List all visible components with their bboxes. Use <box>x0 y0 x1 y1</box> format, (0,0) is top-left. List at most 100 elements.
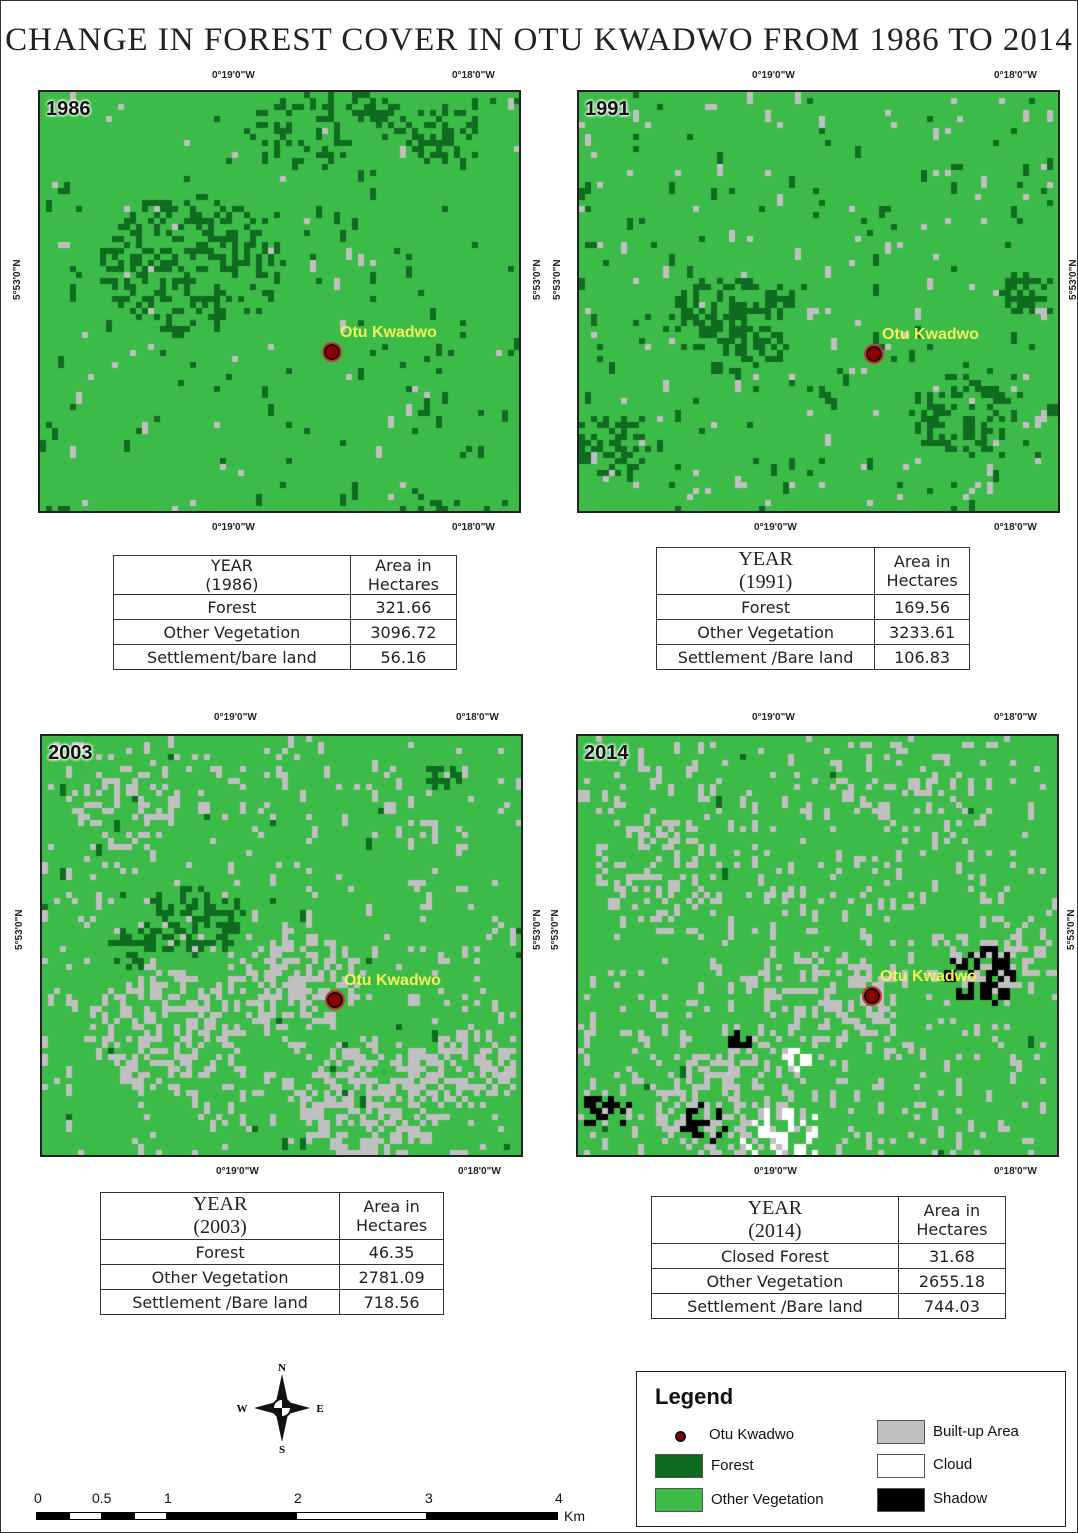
shadow-swatch <box>877 1488 925 1512</box>
scale-bar: 0 0.5 1 2 3 4 Km <box>34 1490 596 1530</box>
map-1991: 1991 Otu Kwadwo <box>577 90 1060 513</box>
header-area-2: Hectares <box>356 1216 428 1235</box>
year-label: 1986 <box>46 98 91 120</box>
area-table-2003: YEAR (2003) Area in Hectares Forest 46.35 O… <box>99 1192 444 1315</box>
year-label: 2014 <box>584 742 629 764</box>
lon-tick-right-bottom: 0°18'0"W <box>994 1166 1037 1177</box>
row-label: Settlement /Bare land <box>651 1293 899 1319</box>
header-area: Area in Hectares <box>349 555 458 595</box>
row-value: 2781.09 <box>339 1264 444 1290</box>
lon-tick-right-bottom: 0°18'0"W <box>452 522 495 533</box>
lon-tick-right-bottom: 0°18'0"W <box>994 522 1037 533</box>
legend-built-up: Built-up Area <box>933 1423 1019 1440</box>
compass-w: W <box>237 1403 248 1415</box>
year-label: 1991 <box>585 98 630 120</box>
map-1986: 1986 Otu Kwadwo <box>38 90 521 513</box>
place-label: Otu Kwadwo <box>340 324 437 341</box>
built-up-swatch <box>877 1420 925 1444</box>
lon-tick-right-top: 0°18'0"W <box>452 70 495 81</box>
place-label: Otu Kwadwo <box>344 972 441 989</box>
land-cover-raster <box>40 92 519 511</box>
header-year-value: (2003) <box>193 1216 247 1238</box>
lon-tick-right-top: 0°18'0"W <box>994 70 1037 81</box>
header-year: YEAR (1991) <box>655 547 876 595</box>
row-value: 3096.72 <box>349 619 458 645</box>
row-label: Other Vegetation <box>655 619 876 645</box>
row-value: 718.56 <box>339 1289 444 1315</box>
legend-cloud: Cloud <box>933 1456 973 1473</box>
compass-e: E <box>316 1403 323 1415</box>
lon-tick-left-bottom: 0°19'0"W <box>754 522 797 533</box>
place-label: Otu Kwadwo <box>882 326 979 343</box>
lat-tick-left: 5°53'0"N <box>552 259 563 300</box>
cloud-swatch <box>877 1454 925 1478</box>
header-area: Area in Hectares <box>339 1192 444 1240</box>
map-2003: 2003 Otu Kwadwo <box>40 734 523 1157</box>
scale-label: 2 <box>294 1490 302 1506</box>
row-label: Forest <box>113 594 351 620</box>
legend-title: Legend <box>655 1384 734 1409</box>
header-year-label: YEAR <box>210 556 253 575</box>
land-cover-raster <box>579 92 1058 511</box>
scale-segment <box>36 1512 71 1520</box>
lon-tick-left-bottom: 0°19'0"W <box>216 1166 259 1177</box>
place-marker <box>327 992 343 1008</box>
header-year: YEAR (2003) <box>99 1192 341 1240</box>
lon-tick-left-top: 0°19'0"W <box>214 712 257 723</box>
scale-label: 0.5 <box>92 1490 112 1506</box>
area-table-1991: YEAR (1991) Area in Hectares Forest 169.56 … <box>655 547 970 670</box>
place-marker <box>866 346 882 362</box>
lon-tick-left-top: 0°19'0"W <box>212 70 255 81</box>
lon-tick-right-top: 0°18'0"W <box>994 712 1037 723</box>
forest-swatch <box>655 1454 703 1478</box>
header-year-label: YEAR <box>738 548 793 570</box>
lat-tick-right: 5°53'0"N <box>1068 259 1078 300</box>
lat-tick-right: 5°53'0"N <box>1066 909 1077 950</box>
header-area: Area in Hectares <box>897 1196 1007 1244</box>
header-area-1: Area in <box>923 1201 981 1220</box>
scale-segment <box>296 1512 428 1520</box>
row-value: 321.66 <box>349 594 458 620</box>
legend-place: Otu Kwadwo <box>709 1426 795 1443</box>
scale-segment <box>134 1512 168 1520</box>
row-label: Settlement /Bare land <box>99 1289 341 1315</box>
table-row: Settlement/bare land 56.16 <box>113 644 458 670</box>
table-row: Forest 46.35 <box>99 1239 444 1265</box>
lon-tick-left-top: 0°19'0"W <box>752 70 795 81</box>
lon-tick-left-bottom: 0°19'0"W <box>754 1166 797 1177</box>
table-row: Forest 321.66 <box>113 594 458 620</box>
header-area-2: Hectares <box>886 571 958 590</box>
header-area-1: Area in <box>375 556 432 575</box>
header-year-value: (1986) <box>205 575 259 594</box>
year-label: 2003 <box>48 742 93 764</box>
lon-tick-left-bottom: 0°19'0"W <box>212 522 255 533</box>
lat-tick-left: 5°53'0"N <box>550 909 561 950</box>
row-label: Other Vegetation <box>99 1264 341 1290</box>
place-label: Otu Kwadwo <box>880 968 977 985</box>
table-row: Closed Forest 31.68 <box>651 1243 1007 1269</box>
header-year-value: (1991) <box>738 571 793 593</box>
header-year-label: YEAR <box>192 1193 248 1215</box>
legend: Legend Otu Kwadwo Forest Other Vegetatio… <box>636 1371 1066 1527</box>
place-marker-icon <box>675 1431 686 1442</box>
scale-unit: Km <box>564 1508 585 1524</box>
row-label: Settlement/bare land <box>113 644 351 670</box>
scale-segment <box>426 1512 558 1520</box>
legend-forest: Forest <box>711 1457 754 1474</box>
compass-n: N <box>278 1362 286 1374</box>
lon-tick-right-bottom: 0°18'0"W <box>458 1166 501 1177</box>
row-value: 46.35 <box>339 1239 444 1265</box>
header-area-2: Hectares <box>916 1220 988 1239</box>
header-area-1: Area in <box>893 552 951 571</box>
land-cover-raster <box>42 736 521 1155</box>
header-area-2: Hectares <box>367 575 439 594</box>
row-label: Forest <box>655 594 876 620</box>
scale-label: 1 <box>164 1490 172 1506</box>
table-row: Settlement /Bare land 106.83 <box>655 644 970 670</box>
place-marker <box>324 344 340 360</box>
lon-tick-left-top: 0°19'0"W <box>752 712 795 723</box>
row-value: 3233.61 <box>874 619 970 645</box>
row-value: 106.83 <box>874 644 970 670</box>
scale-label: 0 <box>34 1490 42 1506</box>
north-arrow-icon: N S W E <box>237 1362 324 1454</box>
